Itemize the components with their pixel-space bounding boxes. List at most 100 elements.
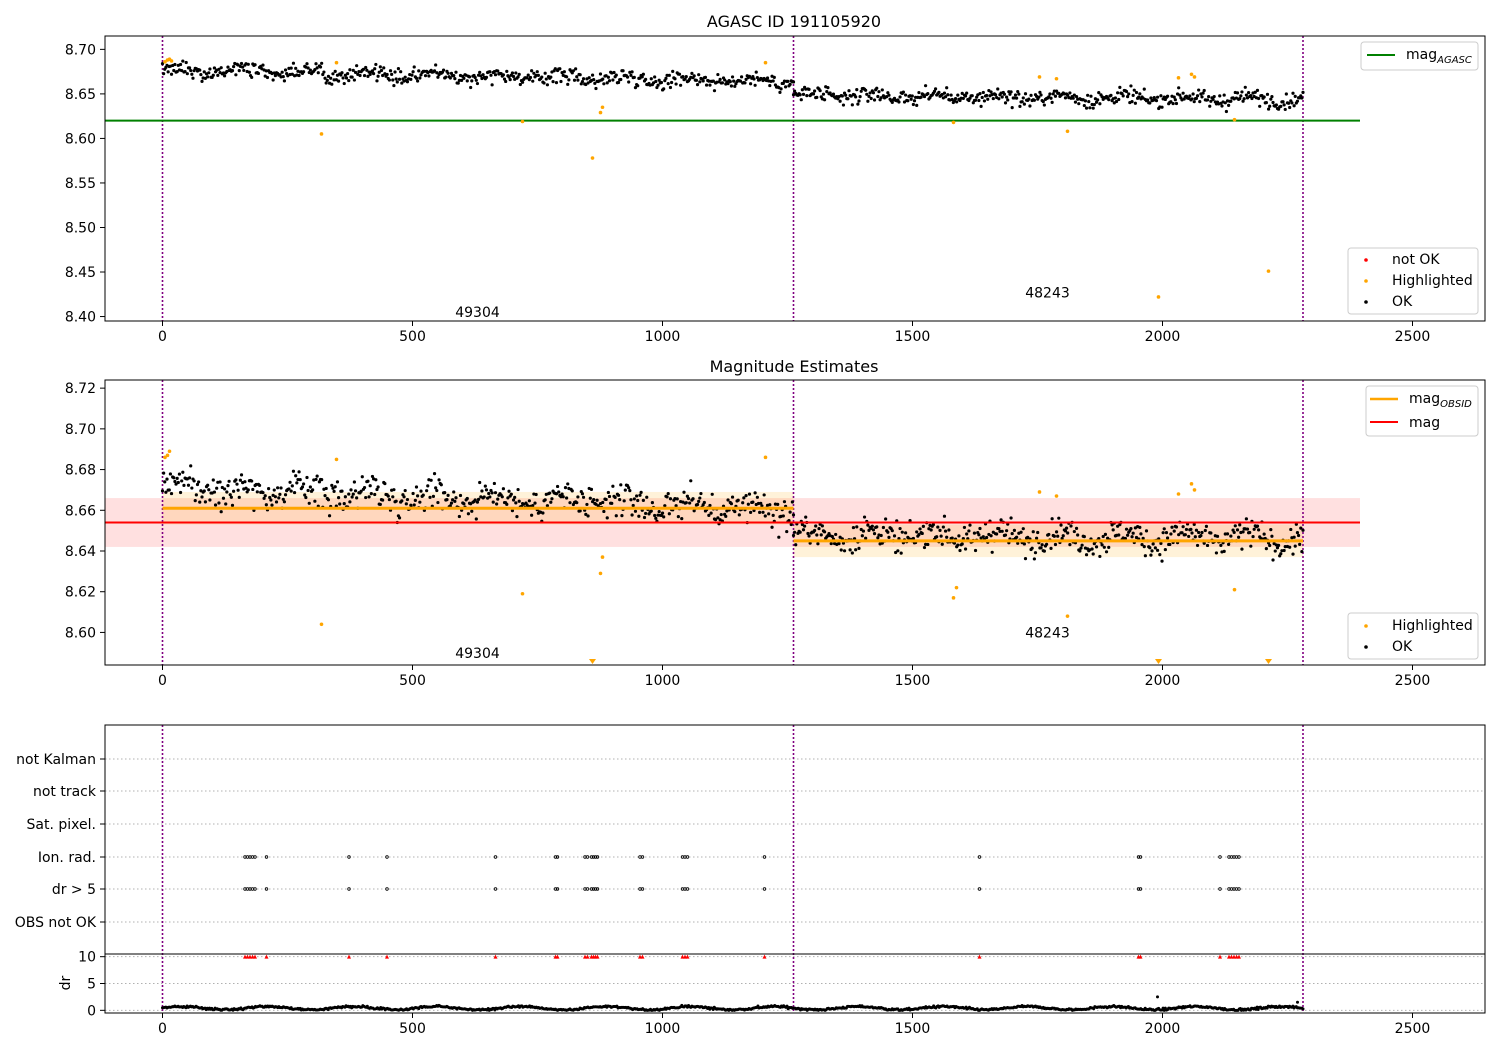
ok-point xyxy=(1039,93,1043,97)
ok-point xyxy=(786,79,790,83)
ok-point xyxy=(978,92,982,96)
ok-point xyxy=(899,551,903,555)
ok-point xyxy=(403,488,407,493)
ok-point xyxy=(1063,529,1068,533)
highlighted-offscale-marker xyxy=(589,659,596,664)
ok-point xyxy=(844,93,848,97)
ok-point xyxy=(238,478,242,482)
ok-point xyxy=(663,504,667,508)
ok-point xyxy=(826,85,830,90)
ok-point xyxy=(861,529,866,533)
x-tick-label: 2000 xyxy=(1145,329,1181,345)
ok-point xyxy=(718,77,722,81)
ok-point xyxy=(1247,91,1251,95)
ok-point xyxy=(1195,543,1200,548)
ok-point xyxy=(1114,99,1119,104)
ok-point xyxy=(360,475,364,479)
ok-point xyxy=(396,67,401,71)
ok-point xyxy=(391,78,395,82)
ok-point xyxy=(908,519,912,523)
ok-point xyxy=(545,83,550,87)
ok-point xyxy=(435,488,439,493)
dr-tick-label: 5 xyxy=(87,977,96,993)
ok-point xyxy=(743,81,747,85)
ok-point xyxy=(840,94,844,98)
ok-point xyxy=(1034,536,1039,540)
ok-point xyxy=(755,495,759,499)
ok-point xyxy=(997,527,1001,531)
ok-point xyxy=(938,528,942,533)
ok-point xyxy=(313,68,317,72)
ok-point xyxy=(1187,534,1191,539)
ok-point xyxy=(279,486,283,490)
ok-point xyxy=(1262,532,1266,536)
ok-point xyxy=(977,98,981,103)
ok-point xyxy=(324,81,328,85)
ok-point xyxy=(412,65,416,69)
ok-point xyxy=(870,524,874,528)
ok-point xyxy=(348,500,352,504)
flag-event-marker xyxy=(264,855,269,859)
ok-point xyxy=(592,498,596,502)
ok-point xyxy=(960,542,964,546)
ok-point xyxy=(799,98,803,102)
ok-point xyxy=(1144,529,1149,533)
ok-point xyxy=(441,68,446,72)
ok-point xyxy=(1123,536,1127,541)
ok-point xyxy=(1003,101,1008,105)
ok-point xyxy=(645,495,649,499)
ok-point xyxy=(785,529,789,534)
ok-point xyxy=(665,495,669,499)
ok-point xyxy=(699,491,703,496)
ok-point xyxy=(962,525,967,530)
ok-point xyxy=(730,495,735,499)
ok-point xyxy=(649,77,653,81)
ok-point xyxy=(587,76,591,80)
ok-point xyxy=(1059,523,1063,527)
ok-point xyxy=(318,65,323,69)
ok-point xyxy=(315,66,319,70)
ok-point xyxy=(877,90,881,94)
ok-point xyxy=(632,497,636,501)
ok-point xyxy=(178,490,183,495)
ok-point xyxy=(997,97,1001,101)
ok-point xyxy=(443,490,447,495)
ok-point xyxy=(612,70,616,75)
ok-point xyxy=(269,498,273,502)
ok-point xyxy=(520,80,525,84)
ok-point xyxy=(892,534,897,538)
ok-point xyxy=(847,89,851,93)
legend-not-ok: not OK xyxy=(1392,252,1440,268)
ok-point xyxy=(656,513,660,517)
y-tick-label: 8.72 xyxy=(65,381,96,397)
ok-point xyxy=(763,514,767,518)
ok-point xyxy=(778,90,782,94)
ok-point xyxy=(1029,93,1033,97)
ok-point xyxy=(739,75,744,79)
ok-point xyxy=(540,75,544,79)
x-tick-label: 2000 xyxy=(1145,673,1181,689)
flag-event-marker xyxy=(640,855,645,859)
ok-point xyxy=(413,498,417,502)
ok-point xyxy=(671,69,675,73)
ok-point xyxy=(674,82,678,86)
ok-point xyxy=(627,80,631,84)
ok-point xyxy=(365,68,369,72)
ok-point xyxy=(701,79,705,83)
ok-point xyxy=(255,490,259,494)
ok-point xyxy=(338,502,342,506)
ok-point xyxy=(841,541,846,545)
ok-point xyxy=(306,488,310,493)
dr-point xyxy=(1161,1006,1165,1010)
ok-point xyxy=(191,76,195,80)
ok-point xyxy=(313,499,317,503)
ok-point xyxy=(482,495,486,499)
ok-point xyxy=(684,75,688,79)
x-tick-label: 0 xyxy=(158,673,167,689)
highlighted-point xyxy=(520,591,525,596)
ok-point xyxy=(636,84,640,88)
ok-point xyxy=(667,512,671,516)
flag-event-marker xyxy=(1218,855,1222,859)
ok-point xyxy=(622,499,626,503)
ok-point xyxy=(1141,536,1145,540)
